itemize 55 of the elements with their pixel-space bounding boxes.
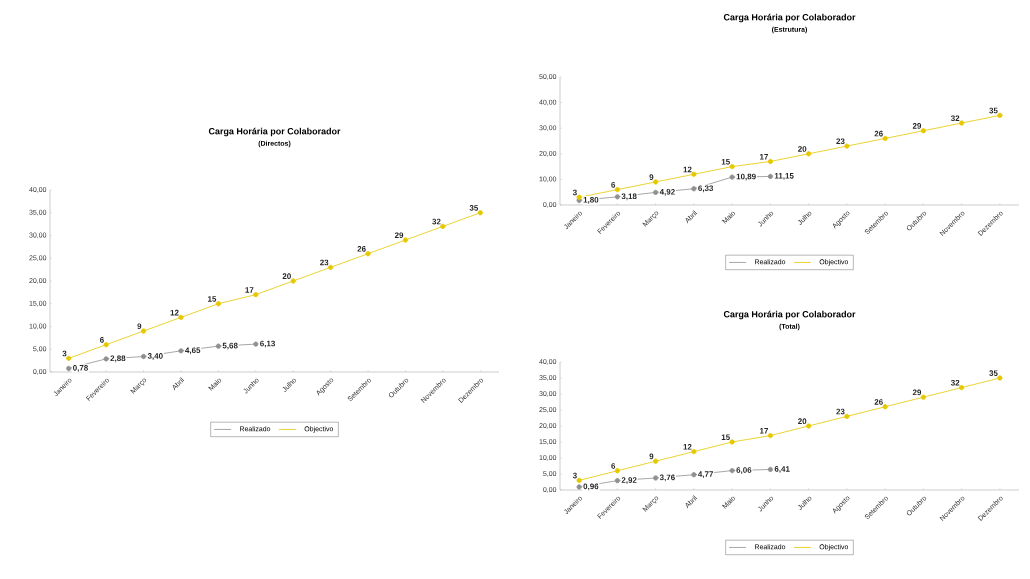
point: [215, 301, 221, 307]
point: [997, 375, 1003, 381]
point: [178, 314, 184, 320]
chart-title: Carga Horária por Colaborador: [723, 13, 856, 23]
point: [140, 328, 147, 334]
point: [806, 423, 812, 429]
point: [477, 210, 483, 216]
point: [290, 278, 296, 284]
point: [959, 120, 965, 126]
point: [767, 466, 773, 473]
point: [729, 439, 735, 445]
point: [882, 135, 888, 142]
point: [920, 394, 926, 400]
point: [66, 355, 72, 361]
point: [215, 343, 221, 349]
point: [691, 448, 697, 455]
point: [806, 151, 812, 157]
point: [653, 189, 659, 195]
point: [576, 477, 582, 483]
point: [767, 432, 773, 439]
point: [729, 163, 735, 170]
point: [614, 187, 620, 193]
point: [767, 173, 773, 180]
point: [253, 292, 259, 298]
point: [691, 472, 697, 478]
point: [253, 341, 259, 347]
point: [729, 174, 735, 180]
point: [691, 171, 697, 177]
point: [178, 348, 184, 354]
chart-title: Carga Horária por Colaborador: [723, 310, 856, 320]
point: [140, 353, 147, 360]
point: [653, 179, 659, 185]
point: [328, 264, 334, 270]
point: [997, 112, 1003, 118]
point: [365, 251, 371, 257]
point: [576, 484, 582, 490]
point: [729, 467, 735, 474]
point: [844, 413, 850, 419]
point: [103, 356, 109, 362]
point: [653, 475, 659, 481]
point: [614, 478, 620, 484]
point: [614, 468, 620, 474]
point: [691, 186, 697, 192]
point: [653, 458, 659, 464]
point: [844, 143, 850, 149]
point: [103, 342, 109, 348]
point: [402, 237, 409, 243]
point: [66, 365, 72, 372]
point: [959, 384, 965, 391]
point: [882, 404, 888, 410]
chart-title: Carga Horária por Colaborador: [208, 127, 341, 137]
point: [614, 194, 620, 200]
point: [920, 128, 926, 134]
point: [440, 223, 446, 229]
point: [767, 158, 773, 165]
